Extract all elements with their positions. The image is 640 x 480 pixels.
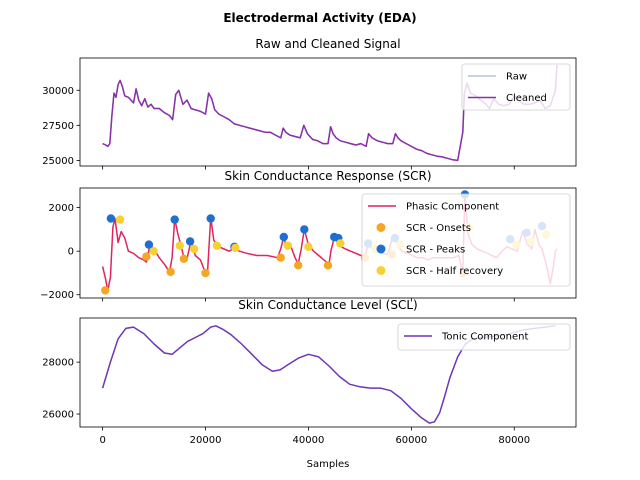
scr-point xyxy=(300,225,309,234)
scr-point xyxy=(175,241,184,250)
x-axis-label: Samples xyxy=(307,459,350,470)
scr-point xyxy=(336,239,345,248)
scr-point xyxy=(276,253,285,262)
legend-label: Tonic Component xyxy=(441,332,528,343)
y-tick-label: 28000 xyxy=(42,358,74,369)
legend-marker xyxy=(376,223,386,232)
legend: Phasic Component SCR - Onsets SCR - Peaks S… xyxy=(361,193,571,287)
y-tick-label: −2000 xyxy=(40,290,74,301)
x-tick-label: 80000 xyxy=(498,435,530,446)
scr-point xyxy=(294,261,303,270)
legend-label: SCR - Half recovery xyxy=(406,266,503,277)
y-tick-label: 30000 xyxy=(42,86,74,97)
scr-point xyxy=(166,267,175,277)
legend-label: Raw xyxy=(506,72,527,83)
panel-title-scl: Skin Conductance Level (SCL) xyxy=(238,298,417,312)
y-tick-label: 25000 xyxy=(42,156,74,167)
scr-point xyxy=(149,247,158,256)
axes-frame xyxy=(79,187,577,299)
x-tick-label: 0 xyxy=(99,435,105,446)
x-tick-label: 20000 xyxy=(190,435,222,446)
legend: Raw Cleaned xyxy=(461,63,571,111)
legend: Tonic Component xyxy=(397,323,571,351)
y-tick-label: 26000 xyxy=(42,410,74,421)
panel-2: −2000 0 2000 Phasic Component SCR - Onsets SC… xyxy=(40,187,577,302)
legend-label: Cleaned xyxy=(506,93,547,104)
scr-point xyxy=(101,286,110,295)
scr-point xyxy=(206,214,215,223)
scr-point xyxy=(323,261,333,270)
legend-marker xyxy=(376,244,386,254)
scr-point xyxy=(179,254,189,263)
panel-title-raw: Raw and Cleaned Signal xyxy=(255,37,400,51)
legend-marker xyxy=(376,266,386,275)
scr-point xyxy=(304,242,313,251)
scr-point xyxy=(279,232,288,242)
scr-point xyxy=(106,214,116,223)
legend-label: SCR - Peaks xyxy=(406,245,465,256)
legend-label: Phasic Component xyxy=(406,202,499,213)
panel-3: 26000 28000 0 20000 40000 60000 80000 Tonic Com… xyxy=(42,317,577,446)
scr-point xyxy=(201,268,210,278)
scr-point xyxy=(283,241,293,250)
legend-box xyxy=(397,323,571,351)
scr-point xyxy=(142,252,151,261)
scr-point xyxy=(185,237,195,246)
y-tick-label: 0 xyxy=(68,247,74,258)
panel-title-scr: Skin Conductance Response (SCR) xyxy=(224,169,431,183)
axes-frame xyxy=(79,317,577,428)
scr-point xyxy=(170,215,179,224)
x-tick-label: 40000 xyxy=(293,435,325,446)
scr-point xyxy=(190,244,199,254)
axes-frame xyxy=(79,57,577,167)
scr-point xyxy=(212,241,222,250)
panel-1: 25000 27500 30000 Raw Cleaned xyxy=(42,57,577,170)
legend-box xyxy=(361,193,571,287)
x-tick-label: 60000 xyxy=(395,435,427,446)
y-tick-label: 27500 xyxy=(42,121,74,132)
legend-label: SCR - Onsets xyxy=(406,223,471,234)
scr-point xyxy=(115,215,125,224)
y-tick-label: 2000 xyxy=(49,203,74,214)
figure-suptitle: Electrodermal Activity (EDA) xyxy=(223,11,416,25)
scr-point xyxy=(144,240,154,249)
scr-point xyxy=(231,243,240,253)
